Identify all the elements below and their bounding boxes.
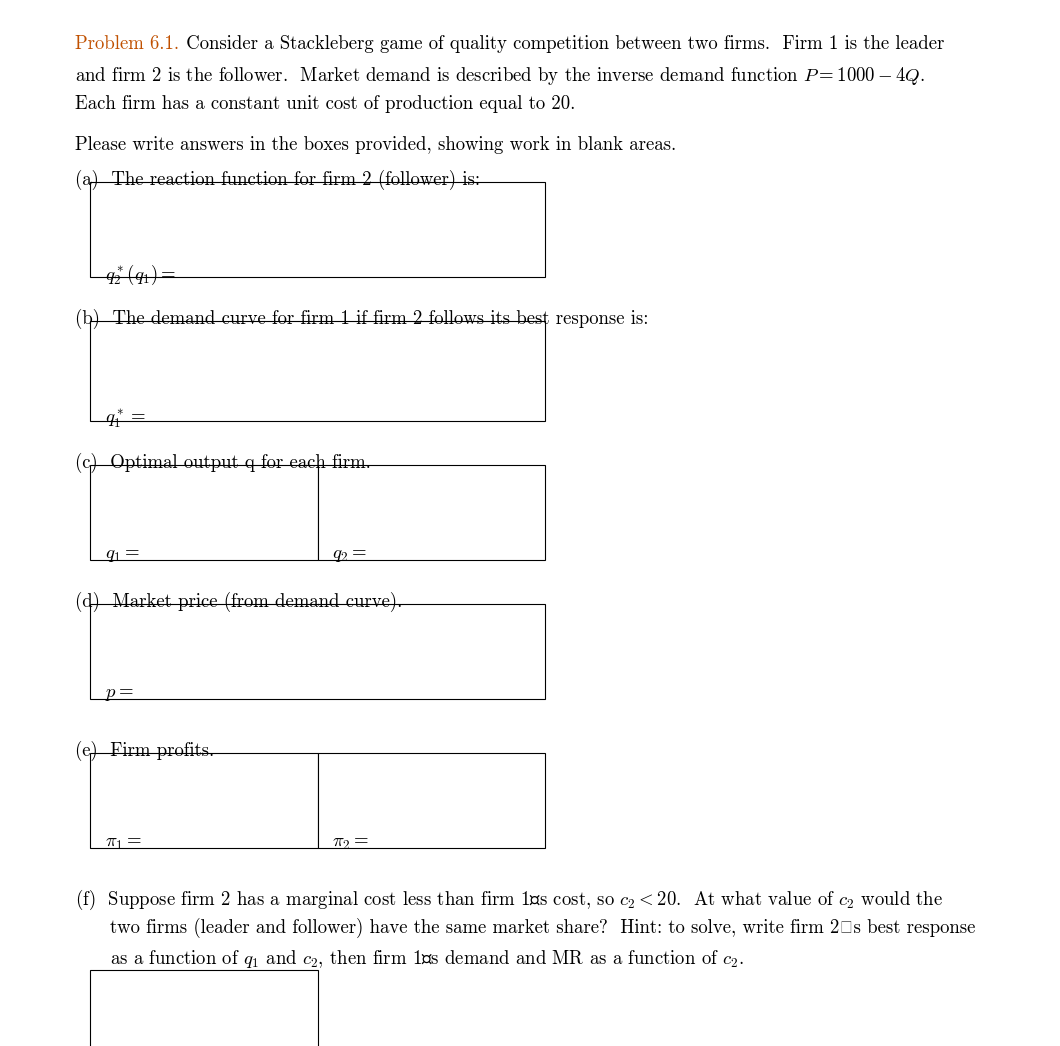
Bar [318, 465, 545, 560]
Bar [90, 970, 318, 1046]
Text: (f)  Suppose firm 2 has a marginal cost less than firm 1’s cost, so $c_2 < 20$. : (f) Suppose firm 2 has a marginal cost l… [75, 888, 943, 912]
Text: Each firm has a constant unit cost of production equal to 20.: Each firm has a constant unit cost of pr… [75, 95, 576, 113]
Bar [90, 604, 545, 699]
Text: Consider a Stackleberg game of quality competition between two firms.  Firm 1 is: Consider a Stackleberg game of quality c… [180, 35, 944, 53]
Text: (e)  Firm profits.: (e) Firm profits. [75, 741, 214, 761]
Text: as a function of $q_1$ and $c_2$, then firm 1’s demand and MR as a function of $: as a function of $q_1$ and $c_2$, then f… [110, 948, 744, 970]
Text: $\pi_2 =$: $\pi_2 =$ [333, 834, 370, 851]
Text: (d)  Market price (from demand curve).: (d) Market price (from demand curve). [75, 592, 402, 612]
Bar [90, 182, 545, 277]
Text: $q_1 =$: $q_1 =$ [105, 546, 140, 564]
Text: (a)  The reaction function for firm 2 (follower) is:: (a) The reaction function for firm 2 (fo… [75, 170, 480, 190]
Bar [90, 321, 545, 420]
Bar [318, 753, 545, 848]
Text: $q_2^*(q_1) =$: $q_2^*(q_1) =$ [105, 263, 176, 288]
Text: Problem 6.1.: Problem 6.1. [75, 35, 179, 53]
Text: two firms (leader and follower) have the same market share?  Hint: to solve, wri: two firms (leader and follower) have the… [110, 918, 975, 938]
Bar [90, 465, 318, 560]
Text: $q_2 =$: $q_2 =$ [333, 546, 368, 564]
Text: $p =$: $p =$ [105, 685, 134, 703]
Text: (c)  Optimal output q for each firm.: (c) Optimal output q for each firm. [75, 453, 371, 473]
Text: $q_1^* =$: $q_1^* =$ [105, 407, 145, 430]
Text: $\pi_1 =$: $\pi_1 =$ [105, 834, 142, 851]
Text: and firm 2 is the follower.  Market demand is described by the inverse demand fu: and firm 2 is the follower. Market deman… [75, 65, 925, 87]
Text: Please write answers in the boxes provided, showing work in blank areas.: Please write answers in the boxes provid… [75, 136, 676, 154]
Bar [90, 753, 318, 848]
Text: (b)  The demand curve for firm 1 if firm 2 follows its best response is:: (b) The demand curve for firm 1 if firm … [75, 309, 649, 329]
